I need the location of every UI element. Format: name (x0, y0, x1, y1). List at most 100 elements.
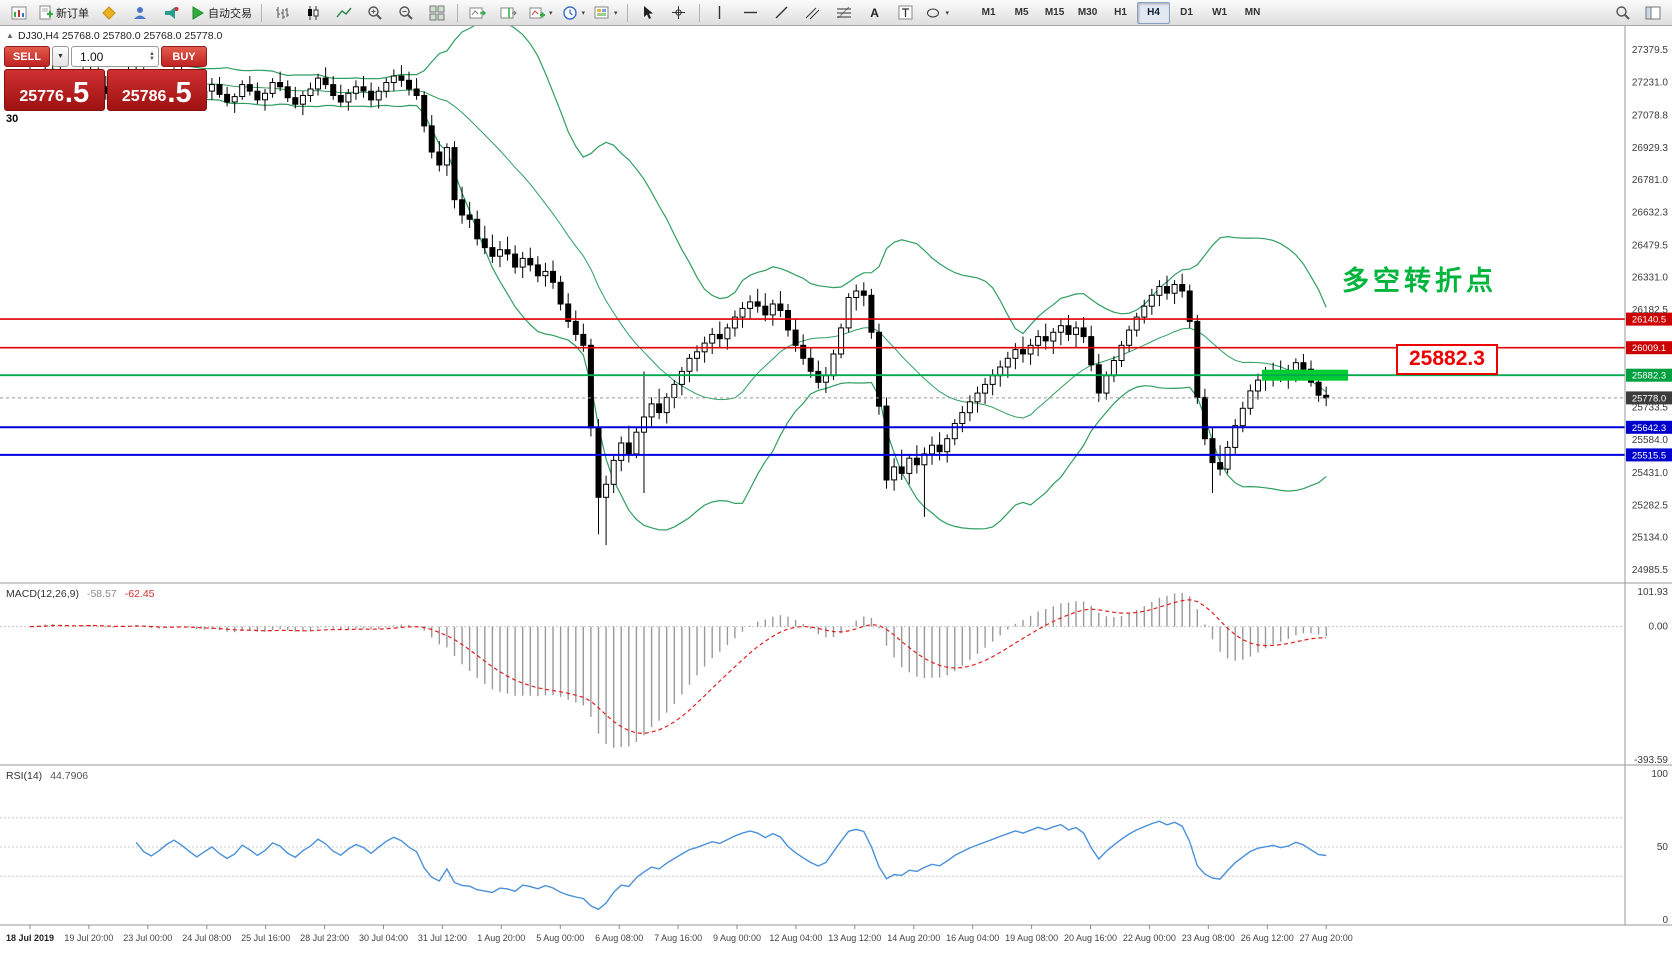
buy-price-pips: .5 (167, 77, 192, 110)
new-chart-button[interactable] (4, 1, 34, 25)
line-chart-icon (336, 7, 352, 17)
news-button[interactable] (156, 1, 186, 25)
level-axis-tag-text: 25515.5 (1632, 450, 1666, 461)
spinner-up-icon[interactable]: ▲ (149, 50, 155, 57)
autotrade-button[interactable]: 自动交易 (187, 1, 256, 25)
search-button[interactable] (1608, 1, 1638, 25)
level-axis-tag (1626, 420, 1672, 434)
new-order-button[interactable]: 新订单 (35, 1, 93, 25)
timeframe-H4[interactable]: H4 (1137, 1, 1171, 24)
toolbar-separator (261, 3, 262, 22)
price-tick-label: 24985.5 (1632, 565, 1669, 576)
periods-button[interactable]: ▾ (558, 1, 590, 25)
fibonacci-tool-button[interactable] (829, 1, 859, 25)
chart-shift-button[interactable] (494, 1, 524, 25)
current-price-tag-text: 25778.0 (1632, 393, 1666, 404)
new-order-icon (39, 5, 53, 20)
spinner-down-icon[interactable]: ▼ (149, 55, 155, 62)
trendline-tool-button[interactable] (767, 1, 797, 25)
price-callout-label[interactable]: 25882.3 (1396, 344, 1498, 375)
candle-body (1217, 462, 1224, 470)
candle-body (451, 147, 458, 201)
candle-body (876, 331, 882, 407)
candle-body (913, 457, 920, 466)
candle-body (254, 90, 261, 101)
candle-body (466, 214, 473, 220)
candle-body (368, 90, 375, 101)
metaquotes-diamond-icon (102, 5, 116, 20)
level-axis-tag (1626, 341, 1672, 355)
shapes-tool-button[interactable]: ▾ (922, 1, 954, 25)
candle-body (739, 307, 746, 318)
candle-body (519, 257, 526, 268)
autotrade-play-icon (192, 5, 204, 20)
lot-spinner[interactable]: ▲ ▼ (149, 50, 155, 62)
candle-body (557, 281, 564, 305)
chart-canvas[interactable]: 26140.5 26009.1 25882.3 25642.3 25515.5 25778… (0, 16, 1672, 950)
profile-button[interactable] (125, 1, 155, 25)
horizontal-levels[interactable]: 26140.5 26009.1 25882.3 25642.3 25515.5 (0, 312, 1672, 462)
autotrade-label: 自动交易 (208, 7, 252, 20)
vertical-line-tool-button[interactable] (705, 1, 735, 25)
time-tick-label: 27 Aug 20:00 (1300, 933, 1353, 943)
label-tool-button[interactable] (891, 1, 921, 25)
timeframe-M15[interactable]: M15 (1044, 7, 1065, 18)
sell-price-box[interactable]: 25776 .5 (4, 69, 105, 111)
horizontal-line-tool-button[interactable] (736, 1, 766, 25)
sell-button[interactable]: SELL (4, 46, 50, 67)
channel-tool-button[interactable] (798, 1, 828, 25)
candle-body (428, 125, 435, 153)
timeframe-W1[interactable]: W1 (1212, 7, 1228, 18)
time-axis[interactable]: 18 Jul 2019 19 Jul 20:00 23 Jul 00:00 24 Ju… (6, 925, 1353, 943)
candle-chart-mode-button[interactable] (298, 1, 328, 25)
auto-scroll-button[interactable] (463, 1, 493, 25)
candle-body (1148, 294, 1155, 307)
price-axis[interactable]: 27379.5 27231.0 27078.8 26929.3 26781.0 26632… (1632, 45, 1669, 576)
indicators-icon (529, 7, 545, 18)
rsi-tick-label: 100 (1651, 769, 1668, 780)
templates-button[interactable]: ▾ (590, 1, 622, 25)
candle-body (929, 444, 935, 455)
timeframe-M5[interactable]: M5 (1014, 7, 1029, 18)
tile-windows-button[interactable] (422, 1, 452, 25)
candle-body (512, 253, 519, 268)
crosshair-tool-button[interactable] (664, 1, 694, 25)
time-tick-label: 19 Aug 08:00 (1005, 933, 1058, 943)
lot-dropdown-button[interactable]: ▼ (52, 46, 69, 67)
profile-icon (134, 6, 146, 19)
timeframe-H1[interactable]: H1 (1114, 7, 1127, 18)
text-tool-button[interactable]: A (870, 5, 879, 20)
candle-body (1020, 349, 1026, 355)
zoom-out-button[interactable] (391, 1, 421, 25)
turning-point-annotation[interactable]: 多空转折点 (1342, 265, 1497, 296)
chart-window[interactable]: 26140.5 26009.1 25882.3 25642.3 25515.5 25778… (0, 16, 1672, 950)
indicators-button[interactable]: ▾ (525, 1, 557, 25)
buy-price-box[interactable]: 25786 .5 (106, 69, 207, 111)
community-button[interactable] (94, 1, 124, 25)
buy-button[interactable]: BUY (161, 46, 207, 67)
price-tick-label: 27379.5 (1632, 45, 1669, 56)
macd-pane-label: MACD(12,26,9) -58.57 -62.45 (6, 588, 155, 600)
megaphone-icon (165, 6, 179, 19)
time-tick-label: 22 Aug 00:00 (1123, 933, 1176, 943)
candle-body (785, 310, 791, 331)
candle-body (284, 86, 291, 99)
panels-button[interactable] (1638, 1, 1668, 25)
timeframe-MN[interactable]: MN (1244, 7, 1261, 18)
timeframe-M30[interactable]: M30 (1077, 7, 1098, 18)
lot-size-input[interactable]: 1.00 ▲ ▼ (71, 46, 159, 67)
auto-scroll-icon (469, 7, 487, 18)
zoom-in-button[interactable] (360, 1, 390, 25)
candle-body (542, 270, 549, 277)
clock-icon (562, 5, 577, 20)
candle-body (1080, 327, 1087, 338)
cursor-tool-button[interactable] (633, 1, 663, 25)
bar-chart-mode-button[interactable] (267, 1, 297, 25)
candle-body (262, 92, 268, 101)
candle-body (383, 82, 390, 92)
panel-collapse-arrow-icon[interactable]: ▲ (6, 31, 14, 40)
toolbar-separator (626, 3, 628, 22)
line-chart-mode-button[interactable] (329, 1, 359, 25)
timeframe-D1[interactable]: D1 (1180, 7, 1193, 18)
timeframe-M1[interactable]: M1 (981, 7, 996, 18)
